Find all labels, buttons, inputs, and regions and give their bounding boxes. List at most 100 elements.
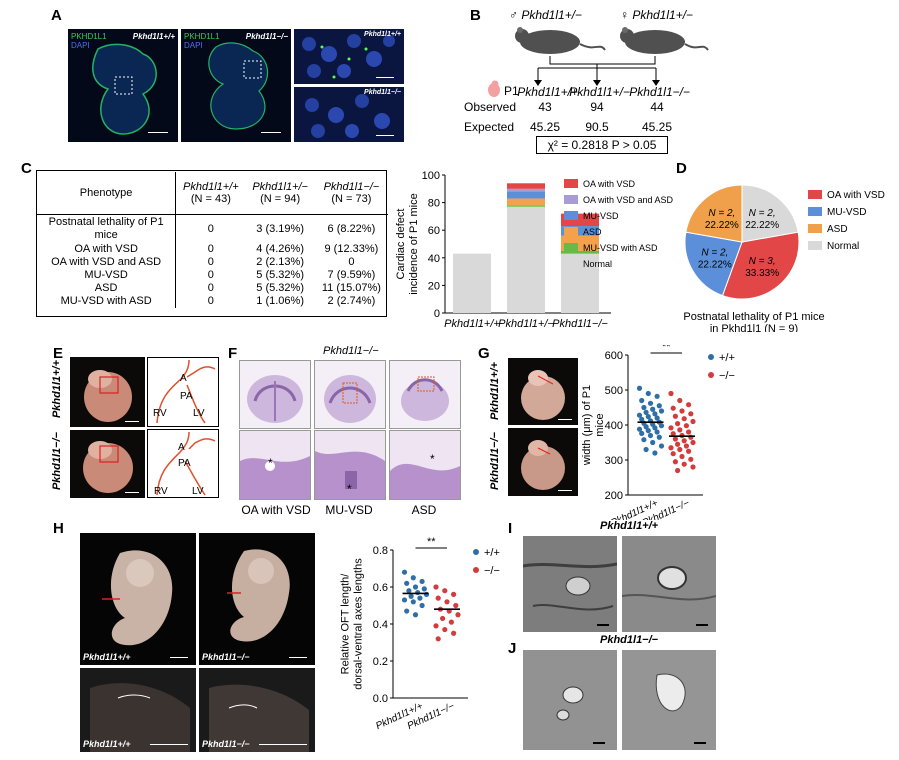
- data-point: [658, 408, 665, 414]
- panel-f-title: Pkhd1l1−/−: [323, 345, 379, 357]
- schematic-label-a-ko: A: [178, 442, 185, 453]
- table-cell: 2 (2.74%): [327, 295, 376, 307]
- y-tick-label: 500: [605, 385, 623, 397]
- data-point: [645, 414, 651, 420]
- table-cell: 0: [207, 282, 214, 294]
- data-point: [421, 586, 427, 592]
- data-point: [643, 446, 649, 453]
- scale-bar: [259, 744, 307, 745]
- data-point: [672, 436, 678, 442]
- panel-h-zoom-label-ko: Pkhd1l1−/−: [202, 739, 250, 749]
- panel-e-geno-ko: Pkhd1l1−/−: [51, 431, 64, 491]
- data-point: [677, 446, 683, 453]
- data-point: [645, 428, 651, 434]
- data-point: [672, 413, 678, 419]
- data-point: [668, 390, 674, 397]
- table-row: MU-VSD with ASD 0 1 (1.06%) 2 (2.74%): [37, 294, 388, 308]
- bar-segment: [453, 253, 491, 313]
- y-tick-label: 60: [428, 225, 440, 237]
- data-point: [636, 385, 643, 391]
- table-cell: Postnatal lethality of P1 mice: [37, 214, 177, 243]
- table-header-label: Pkhd1l1+/−: [252, 181, 308, 193]
- legend-swatch: [808, 207, 822, 216]
- schematic-label-pa-ko: PA: [178, 458, 191, 469]
- embryo-wt-illustration: [102, 550, 173, 646]
- x-tick-label: Pkhd1l1+/−: [498, 318, 554, 330]
- data-point: [636, 412, 643, 418]
- panel-i-title: Pkhd1l1+/+: [600, 520, 659, 532]
- data-point: [686, 429, 692, 435]
- svg-text:*: *: [268, 456, 273, 470]
- histology-zoom-1: *: [239, 430, 311, 500]
- table-cell: 5 (5.32%): [256, 269, 304, 281]
- legend-label: −/−: [719, 370, 735, 382]
- data-point: [677, 397, 683, 404]
- table-row: Postnatal lethality of P1 mice 0 3 (3.19…: [37, 214, 388, 243]
- y-tick-label: 300: [605, 455, 623, 467]
- scale-bar: [376, 135, 394, 136]
- panel-a-stain1: PKHD1L1: [71, 32, 107, 41]
- panel-e-heart-wt: [70, 357, 145, 427]
- panel-h-scatter-chart: 0.0 0.2 0.4 0.6 0.8 Relative OFT length/dorsa…: [340, 536, 500, 732]
- pup-icon: [488, 80, 500, 97]
- legend-swatch: [808, 190, 822, 199]
- y-tick-label: 0: [434, 308, 440, 320]
- mouse-male-icon: [515, 27, 606, 54]
- data-point: [444, 599, 450, 605]
- heart-wt-illustration: [521, 370, 565, 420]
- data-point: [435, 595, 441, 601]
- panel-b-geno-2: Pkhd1l1+/−: [569, 85, 630, 99]
- data-point: [686, 448, 692, 454]
- panel-a-zoom-wt: Pkhd1l1+/+: [294, 29, 404, 84]
- data-point: [679, 408, 685, 414]
- table-cell: 1 (1.06%): [256, 295, 304, 307]
- data-point: [636, 426, 643, 432]
- data-point: [423, 591, 430, 597]
- table-row: OA with VSD 0 4 (4.26%) 9 (12.33%): [37, 242, 388, 256]
- panel-a-image-ko: PKHD1L1 DAPI Pkhd1l1−/−: [181, 29, 291, 142]
- panel-h-zoom-label-wt: Pkhd1l1+/+: [83, 739, 131, 749]
- data-point: [641, 437, 647, 443]
- legend-label: MU-VSD with ASD: [583, 243, 658, 253]
- significance-label: **: [427, 536, 436, 548]
- panel-a-heart-wt-illustration: [92, 43, 157, 135]
- table-cell: OA with VSD: [37, 242, 177, 256]
- y-axis-label: Cardiac defectincidence of P1 mice: [395, 193, 420, 295]
- data-point: [690, 439, 696, 446]
- em-image-j1: [523, 650, 617, 750]
- legend-swatch: [564, 195, 578, 204]
- panel-a-stain2-ko: DAPI: [184, 41, 203, 50]
- pie-slice: [685, 184, 743, 243]
- panel-f-caption-1: OA with VSD: [241, 503, 311, 517]
- em-image-i2: [622, 536, 716, 632]
- data-point: [643, 409, 649, 415]
- data-point: [435, 636, 441, 642]
- data-point: [639, 397, 645, 404]
- panel-h-label-wt: Pkhd1l1+/+: [83, 652, 131, 662]
- pie-slice-label-line: 33.33%: [745, 268, 779, 279]
- panel-g-geno-wt: Pkhd1l1+/+: [489, 361, 502, 421]
- pie-slice-label: N = 2, 22.22%: [698, 248, 732, 271]
- pie-slice: [741, 184, 799, 243]
- bar-segment: [507, 188, 545, 192]
- legend-marker: [708, 354, 714, 360]
- y-axis-label-line: width (μm) of P1: [581, 385, 593, 466]
- panel-g-heart-wt: [508, 358, 578, 425]
- panel-b-male-parent: ♂ Pkhd1l1+/−: [509, 8, 583, 22]
- legend-swatch: [564, 211, 578, 220]
- panel-c-table-frame: [36, 170, 387, 317]
- y-axis-label-line: Cardiac defect: [395, 209, 407, 280]
- embryo-ko-illustration: [227, 549, 290, 642]
- panel-h-label-ko: Pkhd1l1−/−: [202, 652, 250, 662]
- scale-bar: [558, 490, 572, 491]
- table-cell: 0: [207, 256, 214, 268]
- panel-a-stain1-ko: PKHD1L1: [184, 32, 220, 41]
- histology-zoom-2: *: [314, 430, 386, 500]
- bar-segment: [507, 205, 545, 207]
- data-point: [675, 421, 681, 427]
- panel-g-geno-ko: Pkhd1l1−/−: [489, 431, 502, 491]
- data-point: [683, 443, 689, 449]
- histology-zoom-3: *: [389, 430, 461, 500]
- data-point: [419, 578, 425, 585]
- panel-e-schematic: [147, 357, 219, 498]
